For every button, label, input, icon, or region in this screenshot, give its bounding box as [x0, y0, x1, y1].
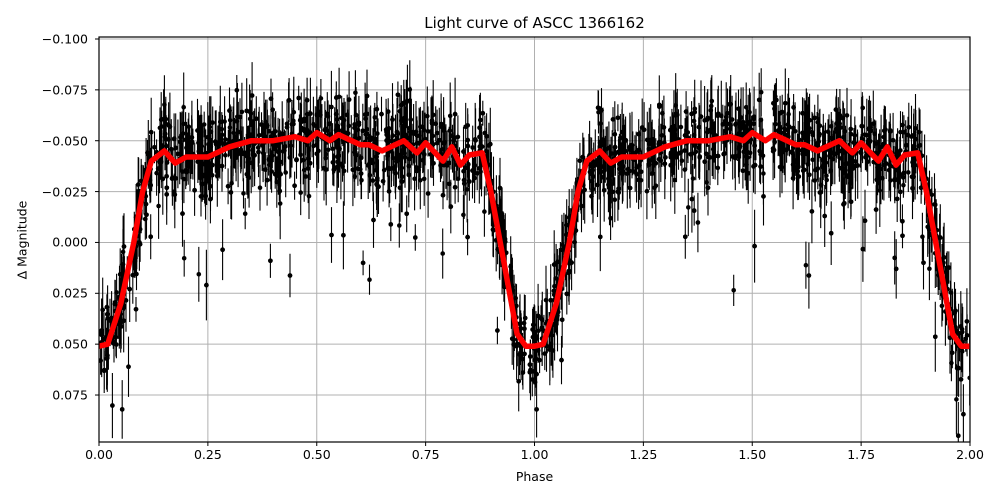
y-tick-label: 0.075	[52, 387, 88, 403]
y-tick-label: −0.050	[41, 133, 88, 149]
y-tick-label: −0.075	[41, 82, 88, 98]
x-tick-label: 2.00	[956, 447, 984, 462]
x-axis-label: Phase	[515, 469, 554, 484]
y-tick-label: −0.100	[41, 31, 88, 47]
x-tick-label: 0.50	[302, 447, 331, 462]
y-tick-label: 0.050	[52, 336, 88, 352]
y-tick-label: 0.025	[52, 285, 88, 301]
chart-title: Light curve of ASCC 1366162	[424, 14, 645, 32]
x-tick-label: 0.75	[411, 447, 440, 462]
x-tick-label: 0.25	[193, 447, 222, 462]
observation-points	[99, 60, 970, 442]
model-curve	[99, 129, 970, 349]
x-tick-label: 1.75	[847, 447, 876, 462]
x-tick-label: 0.00	[85, 447, 113, 462]
x-tick-label: 1.00	[520, 447, 549, 462]
x-tick-label: 1.25	[629, 447, 658, 462]
y-axis-label: Δ Magnitude	[14, 200, 30, 280]
y-tick-label: −0.025	[41, 184, 88, 200]
x-tick-label: 1.50	[738, 447, 767, 462]
y-tick-label: 0.000	[52, 234, 88, 250]
